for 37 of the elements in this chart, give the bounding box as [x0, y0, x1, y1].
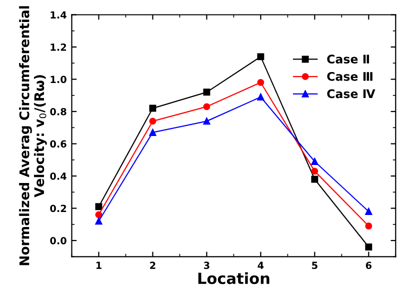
point	[149, 129, 156, 136]
point	[311, 176, 318, 183]
point	[203, 118, 210, 125]
point	[257, 94, 264, 100]
point	[149, 104, 156, 112]
y-tick-label: 0.2	[50, 204, 66, 212]
point	[95, 203, 102, 210]
point	[149, 118, 156, 125]
y-tick-label: 1.2	[50, 43, 66, 51]
y-tick-label: 1.0	[50, 76, 66, 84]
point	[257, 79, 264, 86]
legend-label: Case Ⅲ	[327, 72, 372, 81]
x-tick-label: 3	[204, 262, 210, 270]
point	[95, 211, 102, 218]
y-tick-label: 0.6	[50, 140, 66, 148]
x-axis-title: Location	[198, 272, 270, 284]
legend-label: Case Ⅳ	[327, 89, 376, 98]
point	[365, 208, 372, 215]
x-tick-label: 6	[366, 262, 372, 270]
point	[365, 222, 372, 230]
legend-label: Case Ⅱ	[327, 54, 370, 64]
y-axis-title: Normalized Averag Circumferential Velocity: v$_{0}$/(Rω)	[19, 6, 47, 266]
x-tick-label: 2	[150, 262, 156, 269]
x-tick-label: 5	[312, 262, 318, 270]
point	[365, 244, 372, 250]
point	[311, 158, 318, 165]
y-tick-label: 0.4	[50, 172, 66, 180]
y-tick-label: 1.4	[50, 11, 66, 18]
y-tick-label: 0.8	[50, 108, 66, 116]
y-tick-label: 0.0	[50, 237, 66, 244]
point	[203, 88, 210, 96]
point	[203, 103, 210, 110]
point	[257, 53, 264, 60]
point	[95, 218, 102, 225]
x-tick-label: 4	[258, 262, 264, 269]
x-tick-label: 1	[96, 262, 102, 269]
point	[311, 168, 318, 175]
